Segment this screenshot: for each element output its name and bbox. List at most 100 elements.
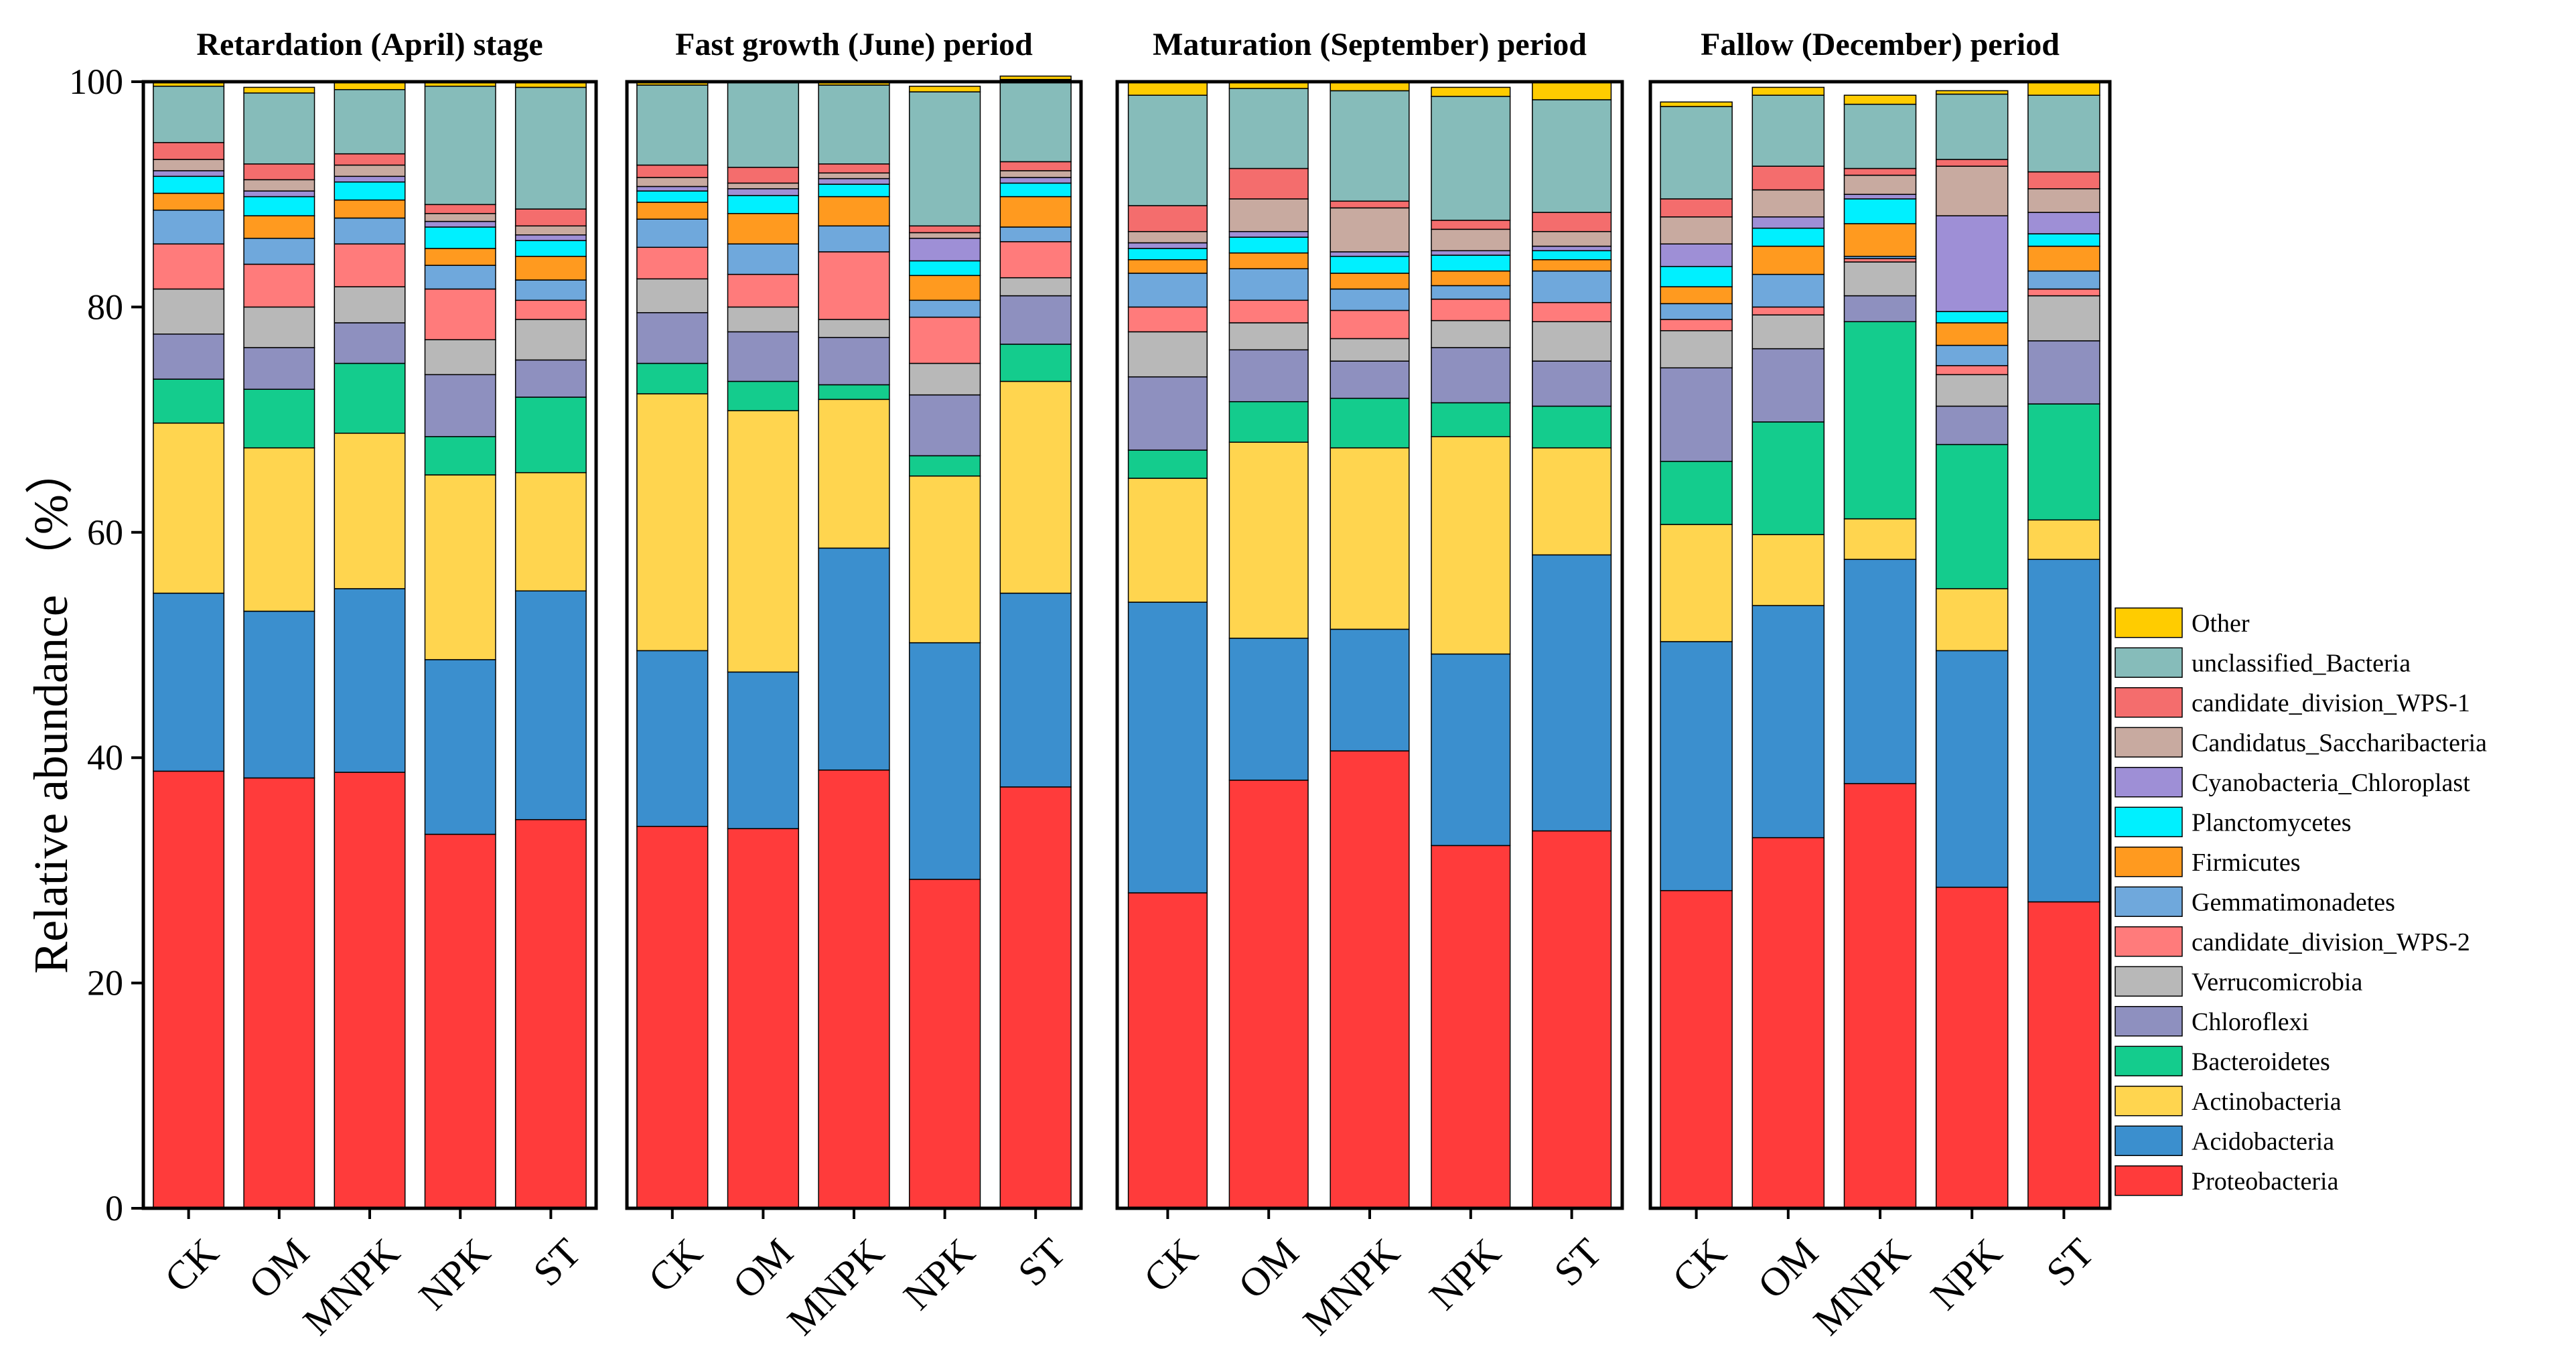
bar-segment bbox=[1751, 348, 1825, 423]
bar-segment bbox=[1751, 837, 1825, 1209]
bar-segment bbox=[818, 337, 890, 386]
bar-segment bbox=[243, 215, 315, 239]
bar-segment bbox=[1843, 258, 1917, 263]
bar-segment bbox=[636, 190, 709, 203]
x-tick-label: CK bbox=[156, 1230, 227, 1301]
bar-segment bbox=[1127, 248, 1208, 261]
bar-segment bbox=[999, 277, 1072, 297]
bar-segment bbox=[1431, 270, 1511, 287]
bar-segment bbox=[243, 196, 315, 216]
bar-segment bbox=[818, 251, 890, 320]
bar-segment bbox=[1843, 198, 1917, 224]
bar-segment bbox=[514, 86, 587, 210]
bar-segment bbox=[153, 85, 225, 143]
bar-segment bbox=[1228, 780, 1309, 1209]
bar-segment bbox=[424, 474, 496, 660]
bar-segment bbox=[2027, 212, 2100, 234]
bar-segment bbox=[1330, 251, 1410, 257]
panel-title: Fallow (December) period bbox=[1701, 27, 2060, 62]
bar-segment bbox=[818, 84, 890, 165]
bar-segment bbox=[908, 475, 981, 644]
bar-segment bbox=[2027, 270, 2100, 290]
bar-segment bbox=[1660, 198, 1733, 218]
bar-segment bbox=[727, 380, 800, 411]
bar-segment bbox=[1127, 273, 1208, 308]
x-tick-label: ST bbox=[1546, 1230, 1610, 1295]
bar-segment bbox=[1127, 94, 1208, 206]
bar-segment bbox=[424, 226, 496, 249]
bar-segment bbox=[727, 188, 800, 196]
bar-segment bbox=[1751, 189, 1825, 218]
legend-background bbox=[2114, 601, 2572, 1202]
bar-segment bbox=[1330, 309, 1410, 340]
x-tick-label: OM bbox=[1230, 1230, 1307, 1307]
legend-label: Proteobacteria bbox=[2192, 1167, 2339, 1196]
bar-segment bbox=[1431, 220, 1511, 230]
bar-segment bbox=[514, 818, 587, 1209]
bar-segment bbox=[727, 410, 800, 673]
bar-segment bbox=[243, 263, 315, 308]
bar-segment bbox=[514, 225, 587, 236]
bar-segment bbox=[1660, 243, 1733, 267]
panel-frame bbox=[1648, 80, 2112, 1210]
bar-segment bbox=[1532, 360, 1612, 407]
bar-segment bbox=[424, 220, 496, 228]
bar-segment bbox=[636, 177, 709, 188]
bar-segment bbox=[334, 199, 406, 219]
legend-swatch bbox=[2115, 886, 2183, 917]
bar-segment bbox=[1935, 322, 2009, 346]
bar-segment bbox=[727, 306, 800, 333]
legend-swatch bbox=[2115, 767, 2183, 798]
bar-segment bbox=[908, 394, 981, 457]
bar-segment bbox=[153, 159, 225, 171]
bar-segment bbox=[1431, 86, 1511, 97]
bar-segment bbox=[153, 770, 225, 1209]
x-tick-label: NPK bbox=[1922, 1230, 2011, 1319]
bar-segment bbox=[334, 286, 406, 324]
y-tick-label: 40 bbox=[87, 737, 123, 778]
bar-segment bbox=[1843, 223, 1917, 257]
bar-segment bbox=[1330, 397, 1410, 449]
bar-segment bbox=[1843, 518, 1917, 560]
bar-segment bbox=[1935, 365, 2009, 376]
bar-segment bbox=[636, 202, 709, 220]
bar-segment bbox=[1330, 200, 1410, 209]
bar-segment bbox=[1228, 252, 1309, 269]
bar-segment bbox=[1431, 653, 1511, 847]
legend-swatch bbox=[2115, 1006, 2183, 1037]
bar-segment bbox=[1660, 461, 1733, 525]
bar-segment bbox=[334, 433, 406, 589]
bar-segment bbox=[243, 163, 315, 181]
bar-segment bbox=[1751, 421, 1825, 535]
bar-segment bbox=[424, 833, 496, 1209]
bar-segment bbox=[1532, 81, 1612, 100]
y-tick-label: 60 bbox=[87, 512, 123, 553]
bar-segment bbox=[1228, 268, 1309, 301]
bar-segment bbox=[424, 265, 496, 290]
bar-segment bbox=[514, 319, 587, 361]
bar-segment bbox=[999, 196, 1072, 228]
bar-segment bbox=[999, 592, 1072, 788]
bar-segment bbox=[153, 378, 225, 424]
bar-segment bbox=[1843, 94, 1917, 105]
bar-segment bbox=[727, 243, 800, 275]
bar-segment bbox=[1843, 174, 1917, 195]
bar-segment bbox=[153, 592, 225, 772]
bar-segment bbox=[1843, 103, 1917, 169]
legend-label: unclassified_Bacteria bbox=[2192, 649, 2411, 677]
x-tick-label: ST bbox=[2037, 1230, 2102, 1295]
bar-segment bbox=[636, 312, 709, 364]
bar-segment bbox=[2027, 81, 2100, 96]
bar-segment bbox=[514, 590, 587, 820]
bar-segment bbox=[999, 78, 1072, 163]
bar-segment bbox=[727, 213, 800, 244]
bar-segment bbox=[1228, 236, 1309, 254]
bar-segment bbox=[243, 388, 315, 449]
bar-segment bbox=[1935, 159, 2009, 167]
bar-segment bbox=[514, 299, 587, 320]
bar-segment bbox=[2027, 559, 2100, 903]
bar-segment bbox=[153, 170, 225, 177]
bar-segment bbox=[727, 182, 800, 190]
bar-segment bbox=[999, 75, 1072, 80]
